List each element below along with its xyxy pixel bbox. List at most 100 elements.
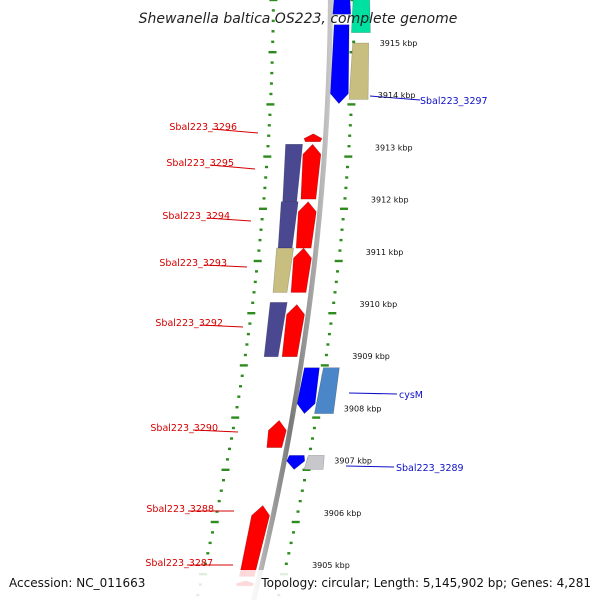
gene-cysM-cog[interactable] <box>314 367 340 414</box>
gene-Sbal223_3292-cog[interactable] <box>263 302 288 358</box>
tick-mark <box>240 374 244 377</box>
gene-label-left[interactable]: Sbal223_3290 <box>150 423 218 434</box>
gene-label-left[interactable]: Sbal223_3293 <box>159 258 227 269</box>
tick-mark <box>231 416 240 419</box>
tick-mark <box>228 447 231 451</box>
label-leader <box>211 128 259 134</box>
tick-mark <box>257 249 261 252</box>
tick-mark <box>253 280 257 284</box>
gene-Sbal223_3290[interactable] <box>266 419 287 448</box>
tick-mark <box>292 531 295 534</box>
kbp-label: 3908 kbp <box>344 404 382 413</box>
gene-Sbal223_3289-cog[interactable] <box>303 455 325 470</box>
tick-mark <box>269 0 278 2</box>
tick-mark <box>267 124 271 127</box>
tick-mark <box>252 291 256 294</box>
tick-mark <box>348 124 352 127</box>
gene-Sbal223_3297-cog[interactable] <box>348 42 370 100</box>
tick-mark <box>347 145 351 148</box>
tick-mark <box>344 186 348 190</box>
tick-mark <box>343 197 347 200</box>
gene-Sbal223_3297[interactable] <box>330 24 350 105</box>
gene-cysM[interactable] <box>296 367 320 415</box>
tick-mark <box>338 249 342 252</box>
gene-Sbal223_3296[interactable] <box>303 133 323 142</box>
tick-mark <box>287 552 291 555</box>
tick-mark <box>270 71 274 75</box>
tick-mark <box>255 270 258 273</box>
tick-mark <box>340 228 344 231</box>
gene-Sbal223_3292[interactable] <box>281 304 305 358</box>
label-leaders <box>187 95 421 566</box>
gene-Sbal223_3294[interactable] <box>295 201 317 249</box>
tick-mark <box>311 437 314 440</box>
tick-mark <box>222 479 225 482</box>
tick-mark <box>333 291 337 294</box>
tick-mark <box>246 332 250 336</box>
tick-mark <box>265 165 268 169</box>
gene-Sbal223_3295[interactable] <box>300 143 322 200</box>
kbp-label: 3906 kbp <box>324 509 362 518</box>
tick-mark <box>210 520 219 524</box>
gene-Sbal223_3294-cog[interactable] <box>277 201 299 249</box>
gene-Sbal223_3293[interactable] <box>290 247 312 293</box>
tick-mark <box>271 19 275 23</box>
kbp-label: 3915 kbp <box>380 39 418 48</box>
gene-Sbal223_3289[interactable] <box>286 455 306 470</box>
tick-mark <box>268 113 272 116</box>
tick-mark <box>262 197 266 200</box>
tick-mark <box>269 92 273 96</box>
tick-mark <box>327 332 331 336</box>
tick-mark <box>258 238 262 242</box>
tick-mark <box>203 562 207 565</box>
tick-mark <box>253 259 262 263</box>
tick-mark <box>266 145 270 148</box>
tick-mark <box>237 395 241 398</box>
tick-mark <box>259 228 263 231</box>
gene-label-left[interactable]: Sbal223_3288 <box>146 504 214 515</box>
gene-Sbal223_3295-cog[interactable] <box>282 144 303 202</box>
gene-label-left[interactable]: Sbal223_3296 <box>169 122 237 133</box>
gene-label-right[interactable]: Sbal223_3289 <box>396 463 464 474</box>
tick-mark <box>239 364 248 367</box>
tick-mark <box>231 426 235 430</box>
tick-mark <box>263 155 272 158</box>
tick-mark <box>270 61 274 64</box>
tick-mark <box>312 426 316 430</box>
tick-mark <box>332 301 336 304</box>
gene-label-left[interactable]: Sbal223_3294 <box>162 211 230 222</box>
tick-mark <box>247 312 256 315</box>
tick-mark <box>348 134 352 137</box>
gene-label-left[interactable]: Sbal223_3292 <box>155 318 223 329</box>
tick-mark <box>266 103 275 106</box>
gene-Sbal223_3293-cog[interactable] <box>272 247 294 293</box>
tick-mark <box>344 155 353 158</box>
tick-mark <box>349 113 353 116</box>
tick-mark <box>345 176 349 179</box>
tick-mark <box>263 186 267 190</box>
tick-mark <box>221 468 230 471</box>
kbp-label: 3907 kbp <box>334 457 372 466</box>
tick-mark <box>328 312 337 315</box>
gene-label-left[interactable]: Sbal223_3295 <box>166 158 234 169</box>
label-leader <box>209 164 256 170</box>
gene-label-left[interactable]: Sbal223_3287 <box>145 558 213 569</box>
label-leader <box>369 95 421 101</box>
kbp-label: 3905 kbp <box>312 561 350 570</box>
gene-top-blue[interactable] <box>332 0 352 15</box>
tick-mark <box>296 510 300 513</box>
gene-label-right[interactable]: cysM <box>399 390 423 401</box>
gene-top-teal[interactable] <box>351 0 371 33</box>
tick-mark <box>211 531 214 534</box>
gene-features <box>235 0 371 587</box>
tick-mark <box>269 82 273 85</box>
tick-mark <box>226 458 229 461</box>
tick-mark <box>260 218 264 221</box>
tick-mark <box>309 447 312 451</box>
gene-label-right[interactable]: Sbal223_3297 <box>420 96 488 107</box>
tick-mark <box>352 40 356 43</box>
tick-mark <box>303 479 306 482</box>
label-leader <box>345 465 395 468</box>
kbp-ticks: 3915 kbp 3914 kbp 3913 kbp 3912 kbp 3911 kbp… <box>312 39 417 570</box>
